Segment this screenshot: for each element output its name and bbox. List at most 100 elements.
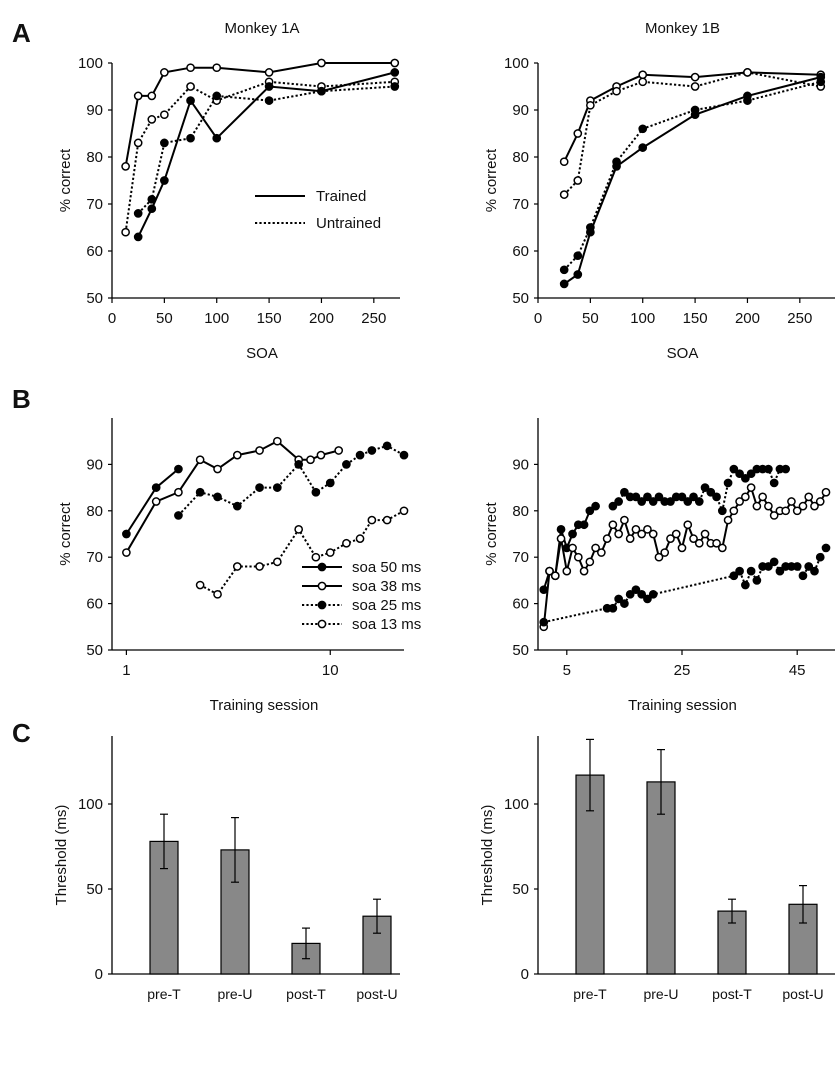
b-right-data-point [792,506,802,516]
b-right-data-point [735,497,744,506]
legend-label: soa 25 ms [352,597,421,614]
a-left-data-point [317,58,326,68]
c-left-category-label: post-U [356,986,397,1002]
a-left-series-line [137,85,395,215]
b-right-data-point [631,492,641,502]
b-right-data-point [666,534,675,543]
b-right-data-point [781,506,791,516]
b-right-data-point [579,566,589,576]
a-left-x-tick-label: 250 [361,310,386,327]
b-right-data-point [643,594,652,604]
b-right-data-point [769,557,779,567]
legend-label: soa 13 ms [352,616,421,633]
a-left-data-point [186,63,195,73]
b-left-data-point [399,450,409,460]
a-left-series-0 [121,58,400,171]
b-left-y-tick-label: 60 [86,596,103,613]
b-left-data-point [232,450,242,460]
b-left-series-2 [174,441,409,520]
legend-marker [317,619,327,629]
b-right-data-point [804,562,814,571]
b-right-data-point [746,566,756,576]
b-left-chart: 50 60 70 80 90 1 10 Training session % correct so… [57,418,421,714]
b-right-data-point [545,566,554,576]
a-right-data-point [573,176,583,185]
b-left-x-tick-label: 10 [322,662,339,679]
b-right-data-point [614,497,623,506]
a-left-data-point [186,82,195,91]
a-left-y-label: % correct [57,148,74,212]
b-right-data-point [556,525,566,534]
b-right-data-point [741,492,750,502]
b-left-data-point [306,455,315,465]
b-right-data-point [539,617,549,627]
a-left-data-point [133,232,143,242]
b-left-data-point [174,511,183,520]
a-right-y-tick-label: 60 [512,243,529,260]
b-right-data-point [729,571,739,581]
b-right-x-tick-label: 5 [563,662,571,679]
a-right-x-tick-label: 50 [582,310,599,327]
b-left-data-point [174,464,183,474]
a-right-x-tick-label: 250 [787,310,812,327]
a-right-series-line [563,80,822,271]
a-right-y-tick-label: 50 [512,290,529,307]
b-left-data-point [255,483,264,492]
b-left-data-point [367,515,377,525]
b-right-data-point [815,497,825,506]
a-left-data-point [121,162,130,171]
b-left-x-label: Training session [210,697,319,714]
b-right-data-point [769,511,779,520]
c-right-y-tick-label: 100 [504,796,529,813]
b-right-data-point [660,548,670,557]
b-right-data-point [700,483,710,492]
b-right-data-point [631,525,641,534]
b-right-data-point [706,487,716,497]
a-right-y-tick-label: 80 [512,149,529,166]
a-left-chart: 50 60 70 80 90 100 0 50 100 150 200 250 Monkey 1A SOA… [57,20,400,362]
a-right-data-point [612,86,621,96]
b-right-data-point [729,506,739,516]
b-right-x-tick-label: 45 [789,662,806,679]
b-right-data-point [643,492,652,502]
a-left-x-tick-label: 150 [257,310,282,327]
a-left-y-tick-label: 80 [86,149,103,166]
b-right-data-point [550,571,560,581]
b-right-data-point [815,552,825,562]
b-left-data-point [325,478,335,488]
b-right-data-point [717,506,727,516]
b-right-data-point [597,548,606,557]
a-left-data-point [160,176,169,185]
a-left-x-tick-label: 200 [309,310,334,327]
b-right-data-point [712,538,721,548]
a-left-data-point [147,115,157,124]
a-left-data-point [160,110,169,120]
b-right-data-point [643,525,652,534]
a-left-data-point [186,96,195,105]
b-left-data-point [294,460,304,469]
b-right-data-point [723,515,733,525]
a-right-series-3 [559,77,826,275]
b-left-data-point [255,446,264,455]
b-right-data-point [585,557,595,567]
b-right-data-point [556,534,566,543]
c-right-y-label: Threshold (ms) [479,805,496,906]
a-left-data-point [147,204,157,214]
b-left-data-point [382,441,392,451]
b-right-series-line [543,547,827,624]
panel-letter-c: C [12,718,31,748]
a-right-x-tick-label: 150 [683,310,708,327]
b-right-data-point [694,538,704,548]
b-left-data-point [316,450,326,460]
b-right-data-point [654,492,664,502]
b-right-data-point [608,603,618,613]
b-right-data-point [810,501,819,511]
b-right-data-point [677,492,687,502]
c-right-chart: 0 50 100 Threshold (ms) pre-T pre-U post-T post… [479,736,835,1002]
b-right-data-point [798,501,808,511]
b-right-data-point [614,594,623,604]
b-right-data-point [746,483,756,492]
a-right-data-point [586,223,595,232]
